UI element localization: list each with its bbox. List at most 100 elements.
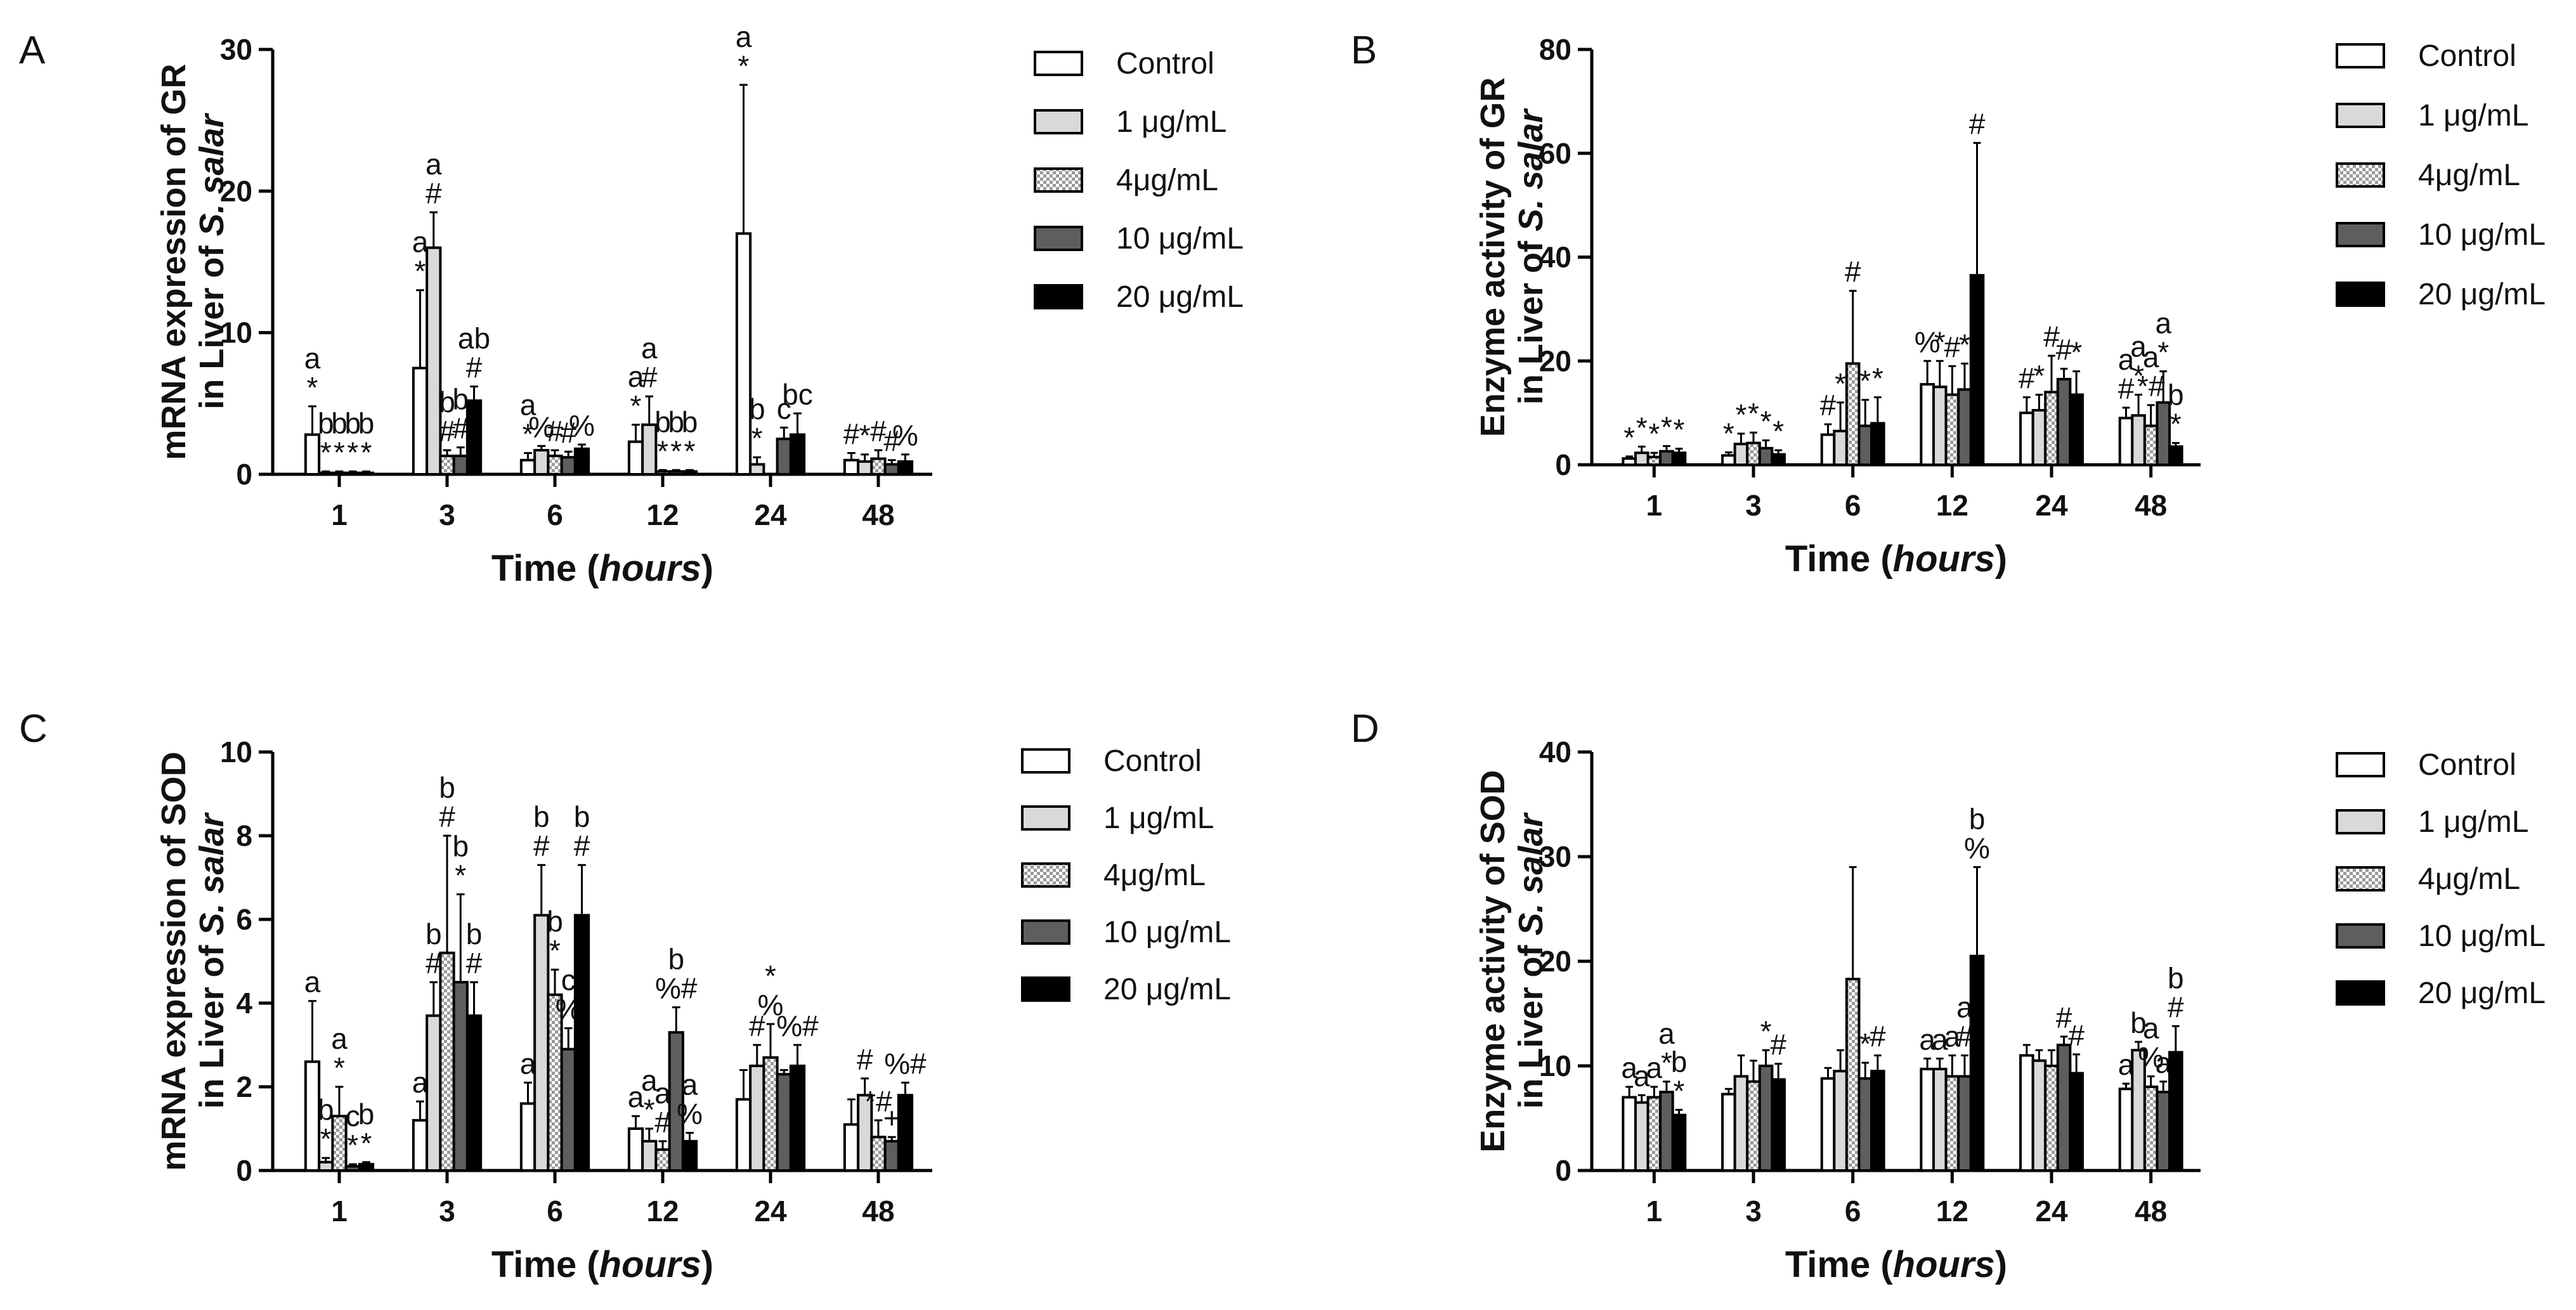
bar-b (1944, 393, 1960, 466)
bar-b (1758, 446, 1774, 466)
significance-label-a: b (668, 405, 684, 438)
x-tick-label-a: 1 (331, 498, 348, 531)
significance-label-d: * (1760, 1015, 1772, 1047)
panel-letter-c: C (19, 707, 48, 751)
significance-label-a: * (630, 389, 642, 422)
bar-b (1845, 362, 1861, 466)
significance-label-c: # (533, 829, 550, 862)
significance-label-a: c (777, 392, 791, 425)
bar-a (426, 246, 442, 476)
x-tick-label-c: 3 (439, 1195, 455, 1228)
x-tick-label-c: 48 (862, 1195, 894, 1228)
legend-label-d: 10 μg/mL (2418, 919, 2546, 953)
y-tick-label-c: 6 (236, 903, 252, 936)
panel-b: B 0 20 40 60 80 Enzyme activity of GR in Liver… (1351, 29, 2546, 580)
significance-label-a: * (320, 436, 332, 469)
bar-c (304, 1060, 321, 1172)
bar-c (344, 1165, 361, 1172)
significance-label-a: b (358, 407, 375, 440)
legend-label-b: 20 μg/mL (2418, 278, 2546, 311)
bar-a (668, 470, 684, 476)
bar-c (735, 1098, 752, 1172)
legend-d: Control 1 μg/mL 4μg/mL 10 μg/mL 20 μg/mL (2336, 748, 2546, 1010)
significance-label-b: * (2170, 408, 2182, 441)
significance-label-c: b (318, 1093, 334, 1126)
bar-d (2069, 1072, 2084, 1172)
x-tick-label-d: 3 (1745, 1195, 1762, 1228)
y-axis-title-b: Enzyme activity of GR (1474, 77, 1512, 437)
y-axis-title-a: mRNA expression of GR (155, 63, 193, 460)
significance-label-a: b (682, 405, 698, 438)
legend-b: Control 1 μg/mL 4μg/mL 10 μg/mL 20 μg/mL (2336, 39, 2546, 311)
panel-letter-d: D (1351, 707, 1379, 751)
significance-label-b: % (1915, 325, 1941, 358)
significance-label-d: % (2138, 1041, 2164, 1074)
bar-b (1622, 457, 1637, 466)
bar-c (358, 1163, 375, 1172)
significance-label-b: * (1859, 365, 1871, 398)
bar-a (533, 449, 550, 476)
significance-label-b: * (1735, 398, 1747, 431)
significance-label-a: * (334, 436, 345, 469)
bar-b (1820, 433, 1836, 467)
bar-b (1634, 451, 1649, 467)
significance-label-c: c (346, 1099, 360, 1132)
significance-label-c: b (574, 800, 590, 833)
bar-c (426, 1014, 442, 1172)
significance-label-a: % (528, 410, 554, 443)
legend-swatch-a (1034, 167, 1083, 193)
significance-label-a: * (523, 418, 534, 451)
y-tick-label-a: 30 (220, 33, 252, 66)
legend-swatch-d (2336, 866, 2385, 892)
legend-swatch-a (1034, 226, 1083, 251)
significance-label-b: * (1835, 367, 1846, 400)
significance-label-d: * (1661, 1046, 1672, 1079)
significance-label-a: # (547, 415, 563, 448)
x-tick-label-b: 6 (1845, 489, 1861, 522)
legend-swatch-b (2336, 43, 2385, 68)
legend-label-d: Control (2418, 748, 2516, 782)
legend-swatch-d (2336, 809, 2385, 834)
legend-swatch-b (2336, 103, 2385, 128)
bar-c (843, 1123, 860, 1172)
bar-d (2168, 1051, 2183, 1172)
bar-a (344, 471, 361, 476)
bar-b (2156, 401, 2171, 466)
legend-swatch-c (1021, 862, 1070, 888)
legend-label-b: Control (2418, 39, 2516, 73)
legend-label-d: 4μg/mL (2418, 862, 2520, 896)
significance-label-d: a (1658, 1017, 1675, 1050)
significance-label-a: a (520, 389, 537, 422)
bar-c (627, 1127, 644, 1172)
bar-c (533, 914, 550, 1172)
y-tick-label-d: 10 (1539, 1049, 1571, 1082)
y-tick-label-c: 2 (236, 1070, 252, 1103)
significance-label-b: * (1623, 421, 1635, 454)
x-tick-label-a: 6 (547, 498, 563, 531)
significance-label-a: # (883, 425, 900, 458)
significance-label-a: b (749, 392, 765, 425)
significance-label-c: b (547, 905, 563, 938)
y-axis-title-line2-d: in Liver of S. salar (1512, 812, 1550, 1108)
significance-label-c: % (758, 989, 784, 1021)
legend-swatch-b (2336, 222, 2385, 247)
bar-a (897, 460, 914, 476)
bar-d (2031, 1059, 2047, 1172)
significance-label-a: * (347, 436, 358, 469)
bar-a (304, 433, 321, 476)
bar-d (1771, 1078, 1786, 1172)
legend-swatch-c (1021, 976, 1070, 1002)
bar-d (1820, 1077, 1836, 1172)
significance-label-d: * (1674, 1074, 1685, 1107)
significance-label-d: a (1944, 1020, 1961, 1053)
significance-label-b: * (2071, 336, 2082, 369)
significance-label-b: * (1773, 415, 1784, 448)
significance-label-a: # (439, 415, 455, 448)
x-tick-label-d: 6 (1845, 1195, 1861, 1228)
bar-a (735, 232, 752, 476)
y-tick-label-a: 20 (220, 174, 252, 207)
y-tick-label-d: 30 (1539, 840, 1571, 873)
bar-a (547, 454, 563, 476)
significance-label-b: a (2155, 307, 2171, 340)
bar-a (519, 458, 537, 476)
